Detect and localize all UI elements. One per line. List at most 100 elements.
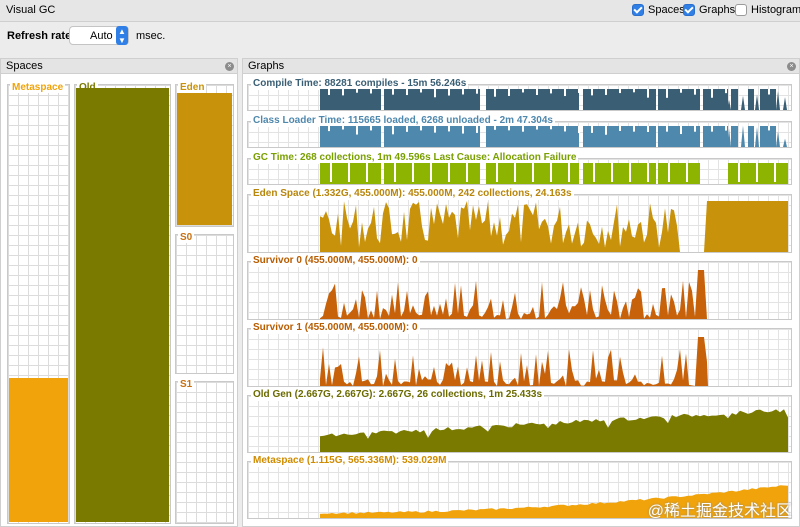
graph-label: Old Gen (2.667G, 2.667G): 2.667G, 26 col… <box>251 389 545 401</box>
graph-spike <box>755 94 759 110</box>
graph-plot <box>320 88 787 110</box>
watermark-text: @稀土掘金技术社区 <box>647 503 792 520</box>
graph-notch <box>420 126 422 131</box>
close-spaces-panel-icon[interactable]: × <box>225 62 234 71</box>
old-space: Old <box>74 82 171 524</box>
graph-area <box>320 337 708 386</box>
graph-notch <box>647 89 649 98</box>
graph-spike <box>769 130 773 147</box>
graphs-panel-header: Graphs × <box>243 59 799 74</box>
graph-notch <box>756 163 758 182</box>
graph-notch <box>647 163 649 182</box>
graph-label: Survivor 0 (455.000M, 455.000M): 0 <box>251 255 420 267</box>
graph-spike <box>734 88 738 110</box>
graph-spike <box>783 97 787 110</box>
graph-area <box>320 485 788 518</box>
graph-notch <box>768 89 770 95</box>
graph-segment <box>583 163 656 184</box>
graph-segment <box>320 89 381 110</box>
s1-space-label: S1 <box>178 379 195 390</box>
graph-notch <box>686 163 688 182</box>
graph-notch <box>680 89 682 93</box>
graph-notch <box>434 89 436 98</box>
graph-notch <box>476 89 478 94</box>
graph-segment <box>748 126 754 147</box>
graph-notch <box>330 163 332 182</box>
graph-notch <box>694 89 696 95</box>
graph-segment <box>731 126 738 147</box>
graph-notch <box>550 163 552 182</box>
spaces-toggle-label: Spaces <box>648 4 685 16</box>
graph-notch <box>406 89 408 96</box>
graph-notch <box>738 163 740 182</box>
graph-label: Compile Time: 88281 compiles - 15m 56.24… <box>251 78 469 90</box>
graph-segment <box>658 163 700 184</box>
graph-notch <box>370 89 372 94</box>
spaces-toggle[interactable]: Spaces <box>632 4 685 16</box>
graph-notch <box>605 89 607 95</box>
survivor-1-graph: Survivor 1 (455.000M, 455.000M): 0 <box>247 322 792 387</box>
graph-notch <box>536 126 538 130</box>
graph-spike <box>713 137 717 147</box>
graph-notch <box>434 126 436 133</box>
metaspace-space-fill <box>9 378 68 522</box>
graph-notch <box>633 126 635 132</box>
refresh-rate-unit: msec. <box>136 30 166 42</box>
graph-label: Eden Space (1.332G, 455.000M): 455.000M,… <box>251 188 574 200</box>
graph-segment <box>320 126 381 147</box>
histogram-toggle[interactable]: Histogram <box>735 4 800 16</box>
graph-notch <box>666 126 668 132</box>
graph-notch <box>725 89 727 94</box>
graph-notch <box>647 126 649 132</box>
s1-space: S1 <box>175 379 234 524</box>
graph-segment <box>486 126 579 147</box>
graph-spike <box>776 91 780 110</box>
graph-notch <box>578 126 580 134</box>
graph-notch <box>611 163 613 182</box>
graph-segment <box>384 126 480 147</box>
spaces-checkbox[interactable] <box>632 4 644 16</box>
gc-time-graph: GC Time: 268 collections, 1m 49.596s Las… <box>247 152 792 185</box>
graph-notch <box>725 126 727 131</box>
graph-spike <box>720 98 724 110</box>
graph-notch <box>392 126 394 135</box>
graph-spike <box>762 97 766 110</box>
graph-spike <box>706 128 710 147</box>
refresh-rate-select[interactable]: Auto ▲ ▼ <box>69 26 129 45</box>
spaces-panel-header: Spaces × <box>1 59 237 74</box>
graphs-checkbox[interactable] <box>683 4 695 16</box>
graph-notch <box>711 126 713 132</box>
select-arrows-icon[interactable]: ▲ ▼ <box>116 26 128 45</box>
graph-spike <box>762 128 766 147</box>
graph-label: Survivor 1 (455.000M, 455.000M): 0 <box>251 322 420 334</box>
s0-space-label: S0 <box>178 232 195 243</box>
graph-spike <box>776 131 780 147</box>
graph-notch <box>532 163 534 182</box>
graph-segment <box>731 89 738 110</box>
graph-notch <box>680 126 682 135</box>
graph-notch <box>536 89 538 95</box>
graph-notch <box>694 126 696 132</box>
graph-notch <box>508 89 510 96</box>
graph-notch <box>342 89 344 96</box>
graph-plot <box>320 337 708 386</box>
graph-notch <box>448 163 450 182</box>
graph-spike <box>720 135 724 147</box>
graph-notch <box>768 126 770 131</box>
graph-notch <box>348 163 350 182</box>
graph-plot <box>320 201 788 252</box>
window-title: Visual GC <box>6 4 56 16</box>
graph-notch <box>591 126 593 133</box>
graph-spike <box>769 99 773 110</box>
histogram-checkbox[interactable] <box>735 4 747 16</box>
graph-notch <box>619 126 621 131</box>
spaces-panel-title: Spaces <box>6 60 43 72</box>
class-loader-graph: Class Loader Time: 115665 loaded, 6268 u… <box>247 115 792 148</box>
metaspace-space-label: Metaspace <box>10 82 66 93</box>
graph-spike <box>727 128 731 147</box>
graph-notch <box>496 163 498 182</box>
graphs-toggle[interactable]: Graphs <box>683 4 735 16</box>
close-graphs-panel-icon[interactable]: × <box>787 62 796 71</box>
graph-spike <box>783 138 787 147</box>
graph-notch <box>328 89 330 95</box>
